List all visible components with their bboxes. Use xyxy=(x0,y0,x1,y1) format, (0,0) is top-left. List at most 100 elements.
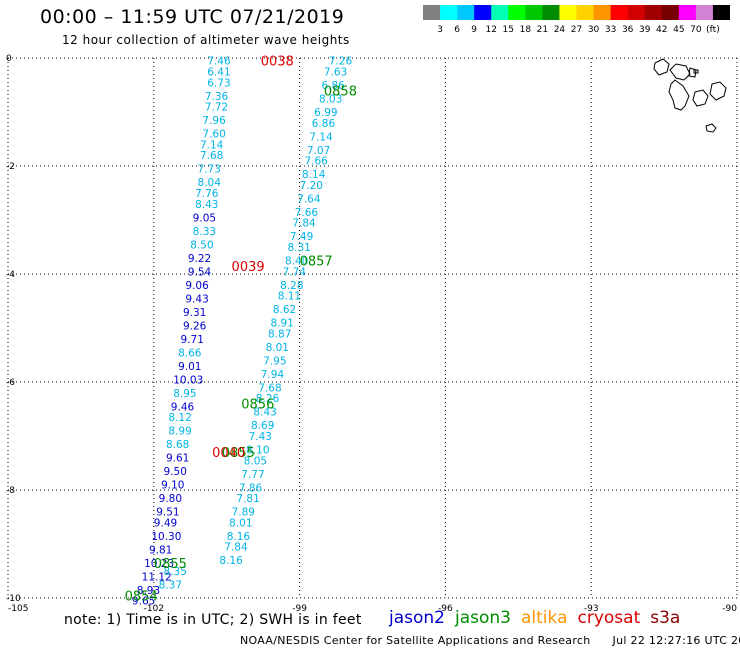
wave-height-west: 7.14 xyxy=(200,139,224,151)
x-tick-label: -99 xyxy=(292,604,307,612)
color-scale-label: 27 xyxy=(571,25,582,35)
wave-height-west: 8.99 xyxy=(168,426,191,438)
y-tick-label: -8 xyxy=(6,486,15,496)
color-scale-label: 45 xyxy=(673,25,684,35)
color-scale-cell xyxy=(457,5,475,20)
color-scale-label: 33 xyxy=(605,25,616,35)
page-title: 00:00 – 11:59 UTC 07/21/2019 xyxy=(40,6,345,28)
wave-height-east: 7.43 xyxy=(249,431,272,443)
pass-time-label: 0038 xyxy=(261,55,294,70)
wave-height-west: 8.66 xyxy=(178,347,202,359)
wave-height-west: 6.41 xyxy=(207,67,230,79)
wave-height-west: 9.31 xyxy=(183,307,206,319)
graticule-grid xyxy=(7,57,738,599)
coastline-island-3 xyxy=(688,67,697,78)
wave-height-east: 8.10 xyxy=(246,445,269,457)
wave-height-west: 6.73 xyxy=(207,77,230,89)
color-scale-label: 18 xyxy=(520,25,532,35)
wave-height-east: 7.95 xyxy=(263,355,286,367)
legend-cryosat: cryosat xyxy=(577,608,641,628)
wave-height-west: 9.71 xyxy=(181,334,204,346)
wave-height-west: 8.50 xyxy=(190,239,213,251)
color-scale-label: 30 xyxy=(588,25,600,35)
legend-s3a: s3a xyxy=(650,608,681,628)
color-scale-cell xyxy=(576,5,594,20)
y-tick-label: -2 xyxy=(6,162,15,172)
wave-height-east: 8.69 xyxy=(251,420,274,432)
pass-time-label: 0858 xyxy=(324,84,357,99)
color-scale-cell xyxy=(712,5,730,20)
wave-height-east: 6.99 xyxy=(314,107,337,119)
wave-height-west: 8.33 xyxy=(193,226,216,238)
wave-height-west: 11.12 xyxy=(142,571,172,583)
wave-height-east: 7.07 xyxy=(307,145,330,157)
wave-height-east: 7.66 xyxy=(295,207,319,219)
wave-height-east: 8.28 xyxy=(280,280,303,292)
wave-height-east: 7.66 xyxy=(304,156,328,168)
color-scale-label: 12 xyxy=(485,25,496,35)
color-scale-label: 42 xyxy=(656,25,667,35)
wave-height-east: 8.05 xyxy=(244,455,267,467)
color-scale-cell xyxy=(627,5,646,20)
color-scale-legend: 3 6 9 12 15 18 21 24 27 30 33 36 39 42 45 70 (ft) xyxy=(423,5,730,35)
wave-height-east: 7.14 xyxy=(309,131,333,143)
wave-height-west: 9.61 xyxy=(166,453,189,465)
coastline-island-5 xyxy=(692,89,709,107)
pass-time-label: 0855 xyxy=(154,557,187,572)
wave-height-east: 7.77 xyxy=(241,469,264,481)
wave-height-west: 7.73 xyxy=(198,164,221,176)
color-scale-cell xyxy=(610,5,629,20)
wave-height-east: 8.91 xyxy=(270,318,293,330)
color-scale-label: 21 xyxy=(537,25,548,35)
legend-altika: altika xyxy=(521,608,568,628)
wave-height-east: 7.26 xyxy=(329,56,353,68)
wave-height-east: 8.87 xyxy=(268,328,291,340)
y-tick-label: -4 xyxy=(6,270,15,280)
altimeter-map: -105 -102 -99 -96 -93 -90 0 -2 -4 -6 -8 -10 7.466.4… xyxy=(6,54,738,612)
wave-height-west: 7.60 xyxy=(202,129,225,141)
units-note: note: 1) Time is in UTC; 2) SWH is in fe… xyxy=(64,612,362,628)
wave-height-west: 7.96 xyxy=(202,115,226,127)
wave-height-west: 7.68 xyxy=(200,150,223,162)
pass-time-label: 0039 xyxy=(232,260,265,275)
credit-line: NOAA/NESDIS Center for Satellite Applica… xyxy=(240,634,740,647)
coastline-island-6 xyxy=(709,81,727,101)
wave-height-east: 7.20 xyxy=(300,180,323,192)
wave-height-tracks: 7.466.416.737.367.727.967.607.147.687.73… xyxy=(132,56,353,608)
wave-height-west: 8.04 xyxy=(198,177,222,189)
wave-height-west: 8.93 xyxy=(137,585,160,597)
y-tick-label: -6 xyxy=(6,378,15,388)
color-scale-cell xyxy=(508,5,526,20)
wave-height-west: 8.95 xyxy=(173,388,196,400)
color-scale-cell xyxy=(542,5,560,20)
coastline-island-4 xyxy=(668,79,690,111)
coastline-island-8 xyxy=(693,69,699,74)
wave-height-west: 7.46 xyxy=(207,56,231,68)
wave-height-west: 10.03 xyxy=(173,374,203,386)
color-scale-cell xyxy=(559,5,577,20)
wave-height-west: 8.43 xyxy=(195,199,218,211)
x-tick-label: -90 xyxy=(722,604,737,612)
wave-height-west: 9.50 xyxy=(164,466,187,478)
color-scale-cell xyxy=(423,5,441,20)
wave-height-east: 7.63 xyxy=(324,67,347,79)
wave-height-east: 7.49 xyxy=(290,231,313,243)
wave-height-east: 8.16 xyxy=(227,531,251,543)
page-subtitle: 12 hour collection of altimeter wave hei… xyxy=(62,33,350,47)
wave-height-west: 7.72 xyxy=(205,102,228,114)
wave-height-west: 9.65 xyxy=(132,596,155,608)
color-scale-cell xyxy=(644,5,663,20)
color-scale-label: 24 xyxy=(554,25,566,35)
color-scale-label: 6 xyxy=(454,25,460,35)
color-scale-label: 15 xyxy=(503,25,514,35)
axis-labels: -105 -102 -99 -96 -93 -90 0 -2 -4 -6 -8 -10 xyxy=(6,54,737,612)
color-scale-label: 39 xyxy=(639,25,651,35)
pass-time-label: 0857 xyxy=(300,255,333,270)
wave-height-east: 7.89 xyxy=(232,507,255,519)
credit-text: NOAA/NESDIS Center for Satellite Applica… xyxy=(240,634,591,647)
wave-height-east: 8.03 xyxy=(319,94,342,106)
galapagos-coastline xyxy=(653,58,727,133)
coastline-island-7 xyxy=(705,123,717,133)
color-scale-cell xyxy=(695,5,714,20)
